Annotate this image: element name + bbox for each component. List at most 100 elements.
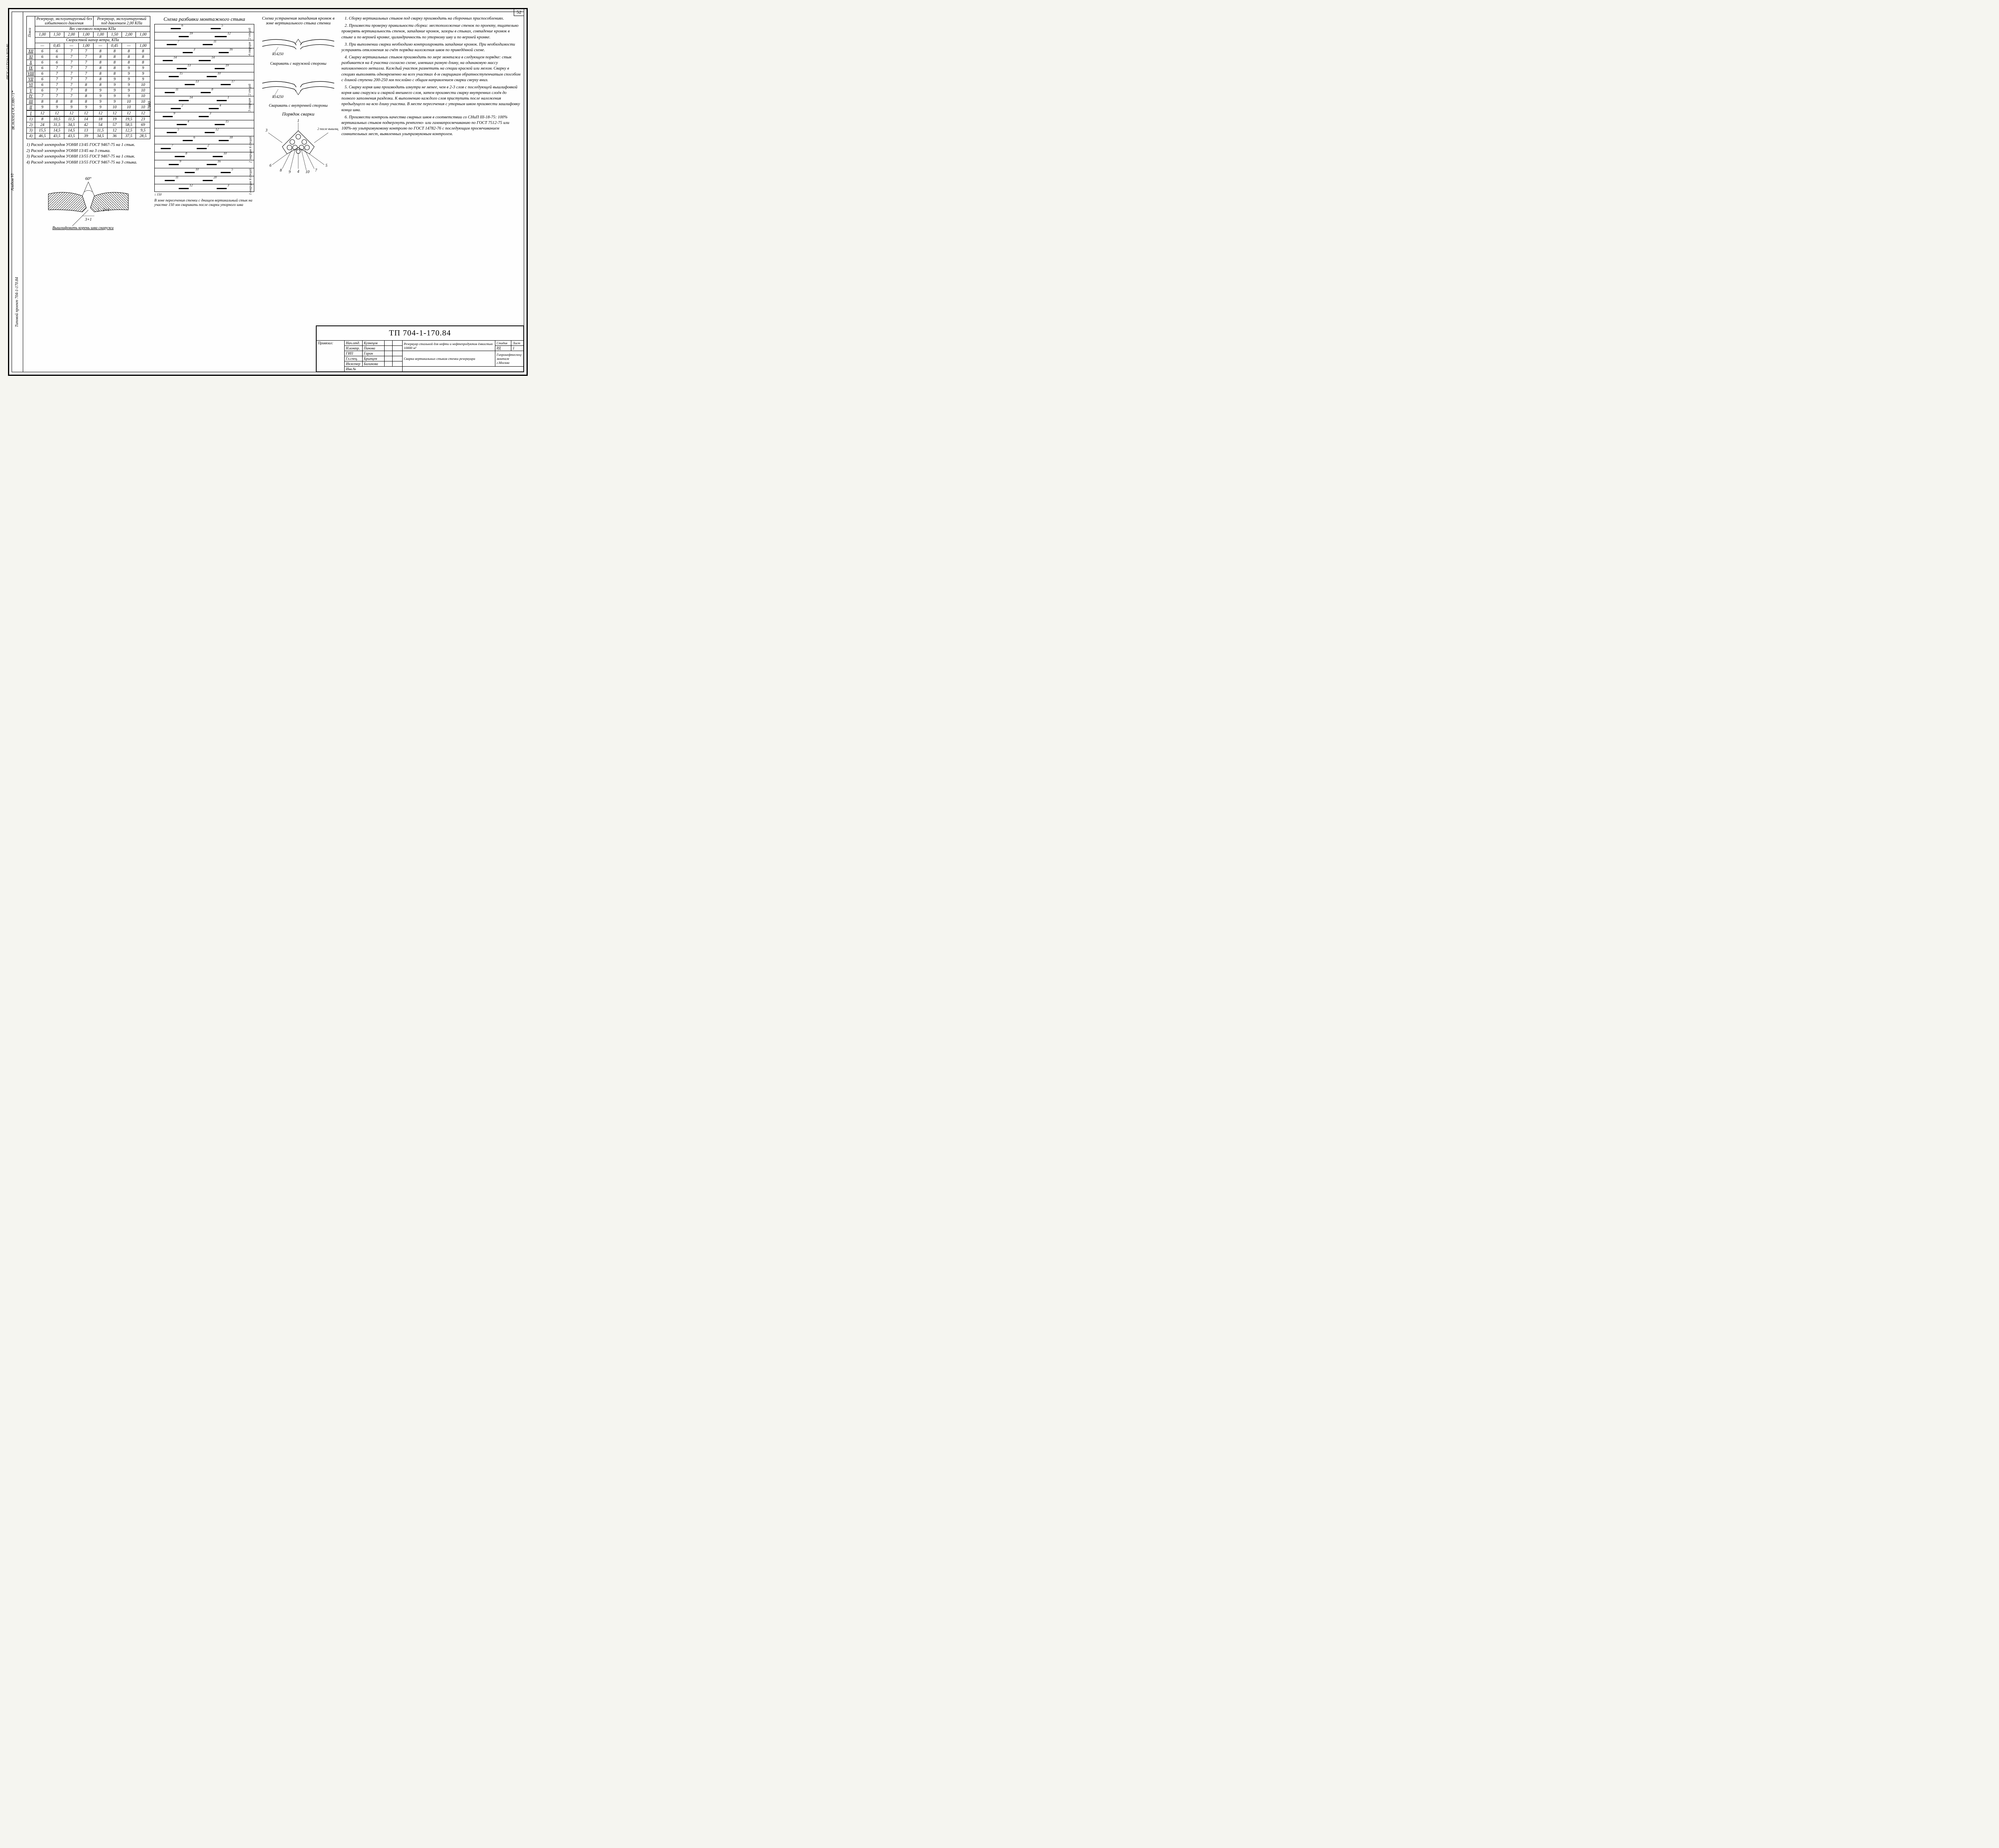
title-block: ТП 704-1-170.84 Привязал: Нач.отд. Кузне… [316,325,524,372]
name2: Гарин [363,351,385,356]
desc2: Сварка вертикальных стыков стенки резерв… [403,351,495,367]
cell: 8 [136,54,150,60]
joint-row: 1317 [155,80,254,88]
cell: 43,5 [50,134,64,139]
cell: 9 [122,88,136,94]
cell: 7 [64,60,78,66]
joint-row: 1912 [155,32,254,40]
cell: 9 [136,77,150,82]
joint-row: 105 [155,168,254,176]
cell: 9 [35,105,50,111]
cell: 7 [79,66,93,71]
cell: 8 [108,54,122,60]
cell: 9,5 [136,128,150,134]
row-label: VI [27,82,35,88]
cell: 7 [64,49,78,54]
cell: 6 [35,77,50,82]
stage: РД [495,346,511,351]
row-label: 3) [27,128,35,134]
cell: 7 [64,71,78,77]
column-right: Схема устранения западания кромок в зоне… [258,16,521,369]
cell: 69 [136,122,150,128]
wind-val: 0,45 [50,43,64,49]
drawing-sheet: 52 Типовой проект 704-1-170.84 Альбом VI… [8,8,528,376]
cell: 8 [93,77,108,82]
desc1: Резервуар стальной для нефти и нефтепрод… [403,341,495,351]
cell: 10 [136,82,150,88]
cell: 42 [79,122,93,128]
footnote: 4) Расход электродов УОНИ 13/55 ГОСТ 946… [26,160,150,166]
cell: 9 [136,71,150,77]
snow-val: 1,00 [136,32,150,38]
binding: Привязал: [317,341,345,372]
row-label: 4) [27,134,35,139]
bottom-dim: ↕ 150 [154,193,254,196]
org: Гипронефтеспец-монтаж г.Москва [495,351,523,367]
side-project: Типовой проект 704-1-170.84 [15,277,19,327]
row-label: XI [27,54,35,60]
footnote: 2) Расход электродов УОНИ 13/45 на 3 сты… [26,148,150,154]
cell: 34,5 [64,122,78,128]
cell: 24 [35,122,50,128]
cell: 8 [93,71,108,77]
row-label: 2) [27,122,35,128]
side-album: Альбом VI [10,174,15,191]
joint-row: 93 [155,112,254,120]
cell: 10,5 [50,116,64,122]
svg-text:5: 5 [325,164,327,168]
cell: 54 [93,122,108,128]
row-label: IV [27,94,35,99]
joint-row: 618 [155,136,254,144]
cell: 9 [108,99,122,105]
weld-order-diag: 1 2 после вышлифов-ки корня шва 3 4 5 6 … [258,119,338,175]
edge-inside: R14250 [258,69,338,101]
cell: 7 [50,94,64,99]
binding-margin: Типовой проект 704-1-170.84 Альбом VI ВС… [12,12,23,372]
wind-val: — [64,43,78,49]
thickness-table: Пояса Резервуар, эксплуатируемый без изб… [26,16,150,139]
cell: 8 [93,66,108,71]
angle-label: 60° [85,176,92,181]
cell: 6 [35,88,50,94]
row-label: IX [27,66,35,71]
footnotes: 1) Расход электродов УОНИ 13/45 ГОСТ 946… [26,142,150,166]
cell: 10 [136,94,150,99]
snow-val: 2,00 [122,32,136,38]
cell: 8 [93,49,108,54]
svg-text:2+1: 2+1 [103,208,110,212]
cell: 8 [35,116,50,122]
footnote: 3) Расход электродов УОНИ 13/55 ГОСТ 946… [26,154,150,160]
sub-wind: Скоростной напор ветра, КПа [35,38,150,43]
joint-scheme-box: 6519127113161414131915101317118141249341… [154,24,254,192]
cell: 11,5 [93,128,108,134]
cell: 7 [50,71,64,77]
cell: 11,5 [64,116,78,122]
cell: 7 [64,94,78,99]
svg-text:7: 7 [315,168,317,173]
joint-row: 118 [155,88,254,96]
joint-row: 123 [155,184,254,192]
cell: 9 [122,94,136,99]
snow-val: 1,00 [79,32,93,38]
cell: 9 [93,99,108,105]
joint-row: 1510 [155,72,254,80]
row-label: I [27,110,35,116]
joint-row: 512 [155,128,254,136]
cell: 8 [79,94,93,99]
svg-text:R14250: R14250 [272,52,283,56]
instruction-item: 2. Произвести проверку правильности сбор… [341,23,521,40]
cell: 14,5 [64,128,78,134]
cell: 12 [64,110,78,116]
cell: 7 [79,71,93,77]
cell: 8 [122,54,136,60]
row-label: XII [27,49,35,54]
cell: 8 [93,82,108,88]
cell: 9 [122,66,136,71]
cell: 9 [108,82,122,88]
cell: 7 [50,82,64,88]
cell: 34,5 [93,134,108,139]
snow-val: 2,00 [64,32,78,38]
side-material: ВСт3сп5ГОСТ380-71* [11,91,16,130]
svg-text:6: 6 [269,164,271,168]
wind-val: — [93,43,108,49]
